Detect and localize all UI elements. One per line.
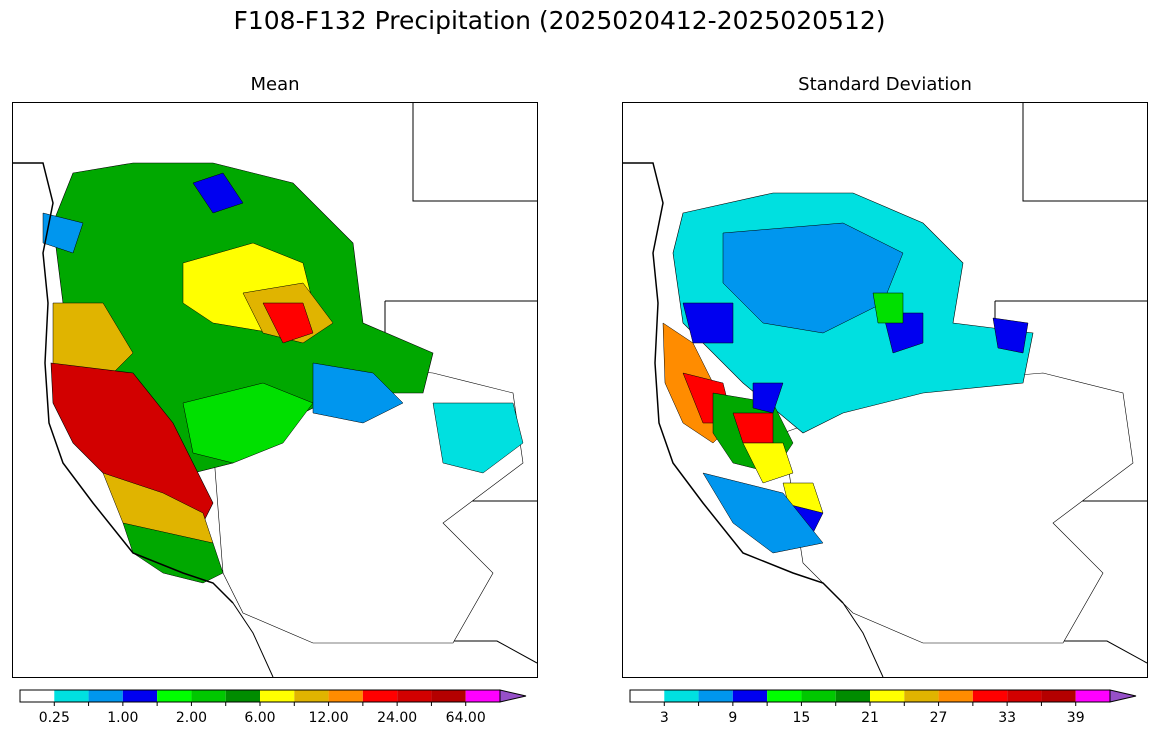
std-map bbox=[622, 102, 1148, 678]
colorbar-tick-label: 1.00 bbox=[107, 710, 139, 726]
colorbar-segment bbox=[664, 690, 699, 702]
colorbar-segment bbox=[157, 690, 192, 702]
colorbar-tick-label: 27 bbox=[929, 710, 948, 726]
colorbar-segment bbox=[801, 690, 836, 702]
yellow-patch bbox=[742, 442, 794, 484]
colorbar-segment bbox=[191, 690, 226, 702]
colorbar-segment bbox=[54, 690, 89, 702]
colorbar-segment bbox=[698, 690, 733, 702]
lightgreen-region bbox=[182, 382, 314, 464]
colorbar-extend-arrow bbox=[499, 689, 527, 703]
figure-title: F108-F132 Precipitation (2025020412-2025… bbox=[233, 6, 886, 35]
colorbar-segment bbox=[20, 690, 55, 702]
colorbar-tick-label: 0.25 bbox=[38, 710, 70, 726]
colorbar-segment bbox=[397, 690, 432, 702]
std-colorbar: 3 9 15 21 27 33 39 bbox=[629, 689, 1140, 739]
colorbar-segment bbox=[294, 690, 329, 702]
colorbar-extend-arrow bbox=[1109, 689, 1137, 703]
colorbar-segment bbox=[225, 690, 260, 702]
colorbar-tick-label: 12.00 bbox=[308, 710, 349, 726]
colorbar-tick-label: 15 bbox=[792, 710, 811, 726]
colorbar-tick-label: 9 bbox=[728, 710, 738, 726]
colorbar-segment bbox=[835, 690, 870, 702]
coastal-gold-region bbox=[52, 302, 134, 374]
colorbar-tick-label: 39 bbox=[1066, 710, 1085, 726]
mean-colorbar: 0.25 1.00 2.00 6.00 12.00 24.00 64.00 bbox=[19, 689, 530, 739]
colorbar-segment bbox=[260, 690, 295, 702]
mexico-border-line bbox=[232, 602, 274, 677]
canada-border-line bbox=[1022, 103, 1147, 202]
colorbar-segment bbox=[870, 690, 905, 702]
blue-region bbox=[312, 362, 404, 424]
colorbar-tick-label: 3 bbox=[659, 710, 669, 726]
cyan-region bbox=[432, 402, 524, 474]
colorbar-segment bbox=[1075, 690, 1110, 702]
mean-panel-title: Mean bbox=[250, 74, 300, 95]
colorbar-svg bbox=[629, 689, 1137, 706]
colorbar-segment bbox=[362, 690, 398, 702]
coastline bbox=[623, 162, 844, 604]
colorbar-segment bbox=[732, 690, 768, 702]
colorbar-segment bbox=[465, 690, 500, 702]
std-map-canvas bbox=[623, 103, 1147, 677]
southern-blue-region bbox=[702, 472, 824, 554]
lightgreen-patch bbox=[872, 292, 904, 324]
colorbar-segment bbox=[122, 690, 158, 702]
colorbar-segment bbox=[1007, 690, 1042, 702]
colorbar-tick-label: 2.00 bbox=[175, 710, 208, 726]
mean-map-canvas bbox=[13, 103, 537, 677]
canada-border-line bbox=[412, 103, 537, 202]
colorbar-tick-label: 64.00 bbox=[445, 710, 486, 726]
colorbar-segment bbox=[767, 690, 802, 702]
colorbar-segment bbox=[1041, 690, 1076, 702]
blue-region bbox=[722, 222, 904, 334]
colorbar-tick-label: 6.00 bbox=[244, 710, 276, 726]
darkblue-patch bbox=[992, 317, 1029, 354]
darkblue-patch bbox=[682, 302, 734, 344]
colorbar-segment bbox=[972, 690, 1008, 702]
mexico-border-line bbox=[842, 602, 884, 677]
colorbar-tick-label: 33 bbox=[998, 710, 1017, 726]
coastline bbox=[13, 162, 234, 604]
colorbar-svg bbox=[19, 689, 527, 706]
colorbar-segment bbox=[938, 690, 973, 702]
std-panel-title: Standard Deviation bbox=[798, 74, 972, 95]
colorbar-segment bbox=[328, 690, 363, 702]
colorbar-segment bbox=[431, 690, 466, 702]
red-patch bbox=[262, 302, 314, 344]
colorbar-tick-label: 21 bbox=[861, 710, 879, 726]
coastal-blue-patch bbox=[42, 212, 84, 254]
colorbar-tick-label: 24.00 bbox=[377, 710, 418, 726]
colorbar-segment bbox=[904, 690, 939, 702]
darkblue-patch bbox=[192, 172, 244, 214]
darkblue-patch bbox=[752, 382, 784, 414]
mean-map bbox=[12, 102, 538, 678]
colorbar-segment bbox=[630, 690, 665, 702]
colorbar-segment bbox=[88, 690, 123, 702]
